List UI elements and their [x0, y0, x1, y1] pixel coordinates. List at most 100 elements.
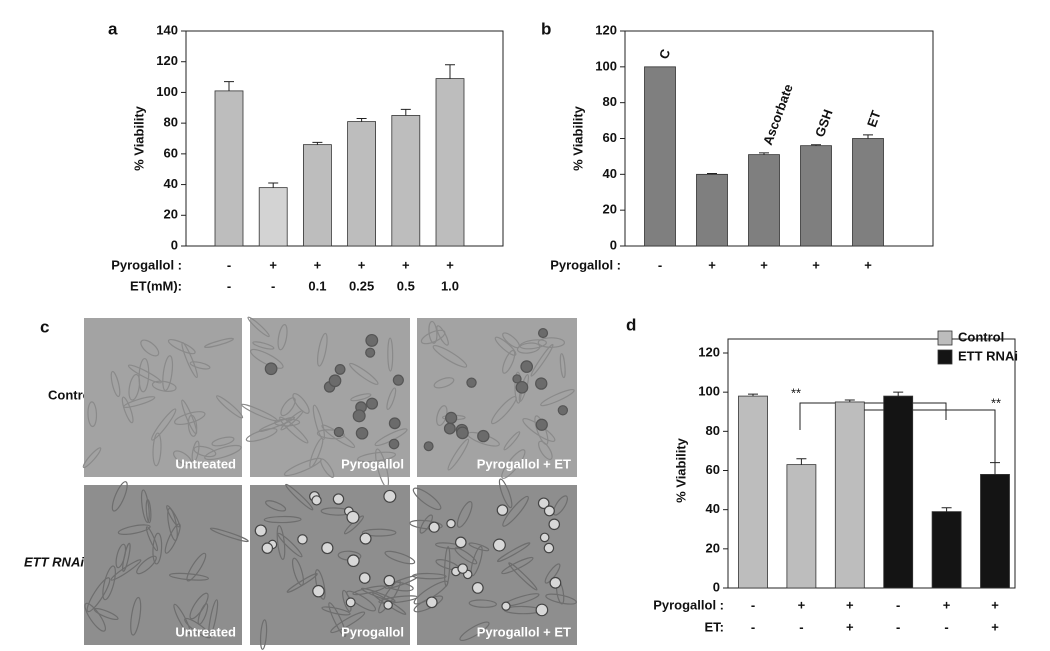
treatment-value: +: [846, 619, 854, 634]
cell: [411, 572, 447, 580]
cell: [384, 550, 416, 565]
cell: [292, 393, 310, 414]
rounded-cell: [297, 534, 308, 545]
bar-label: Ascorbate: [760, 82, 796, 147]
treatment-value: 0.1: [308, 278, 326, 293]
cell: [277, 324, 288, 351]
cell: [152, 432, 162, 467]
treatment-value: -: [227, 278, 231, 293]
rounded-cell: [355, 426, 369, 440]
treatment-value: -: [227, 257, 231, 272]
cell: [320, 458, 335, 478]
rounded-cell: [254, 524, 267, 537]
y-tick-label: 140: [156, 22, 178, 37]
cell: [122, 542, 131, 572]
cell: [413, 580, 449, 605]
cell: [544, 563, 561, 584]
cell: [252, 341, 275, 350]
rounded-cell: [501, 601, 511, 611]
plot-frame: [185, 30, 504, 247]
cell: [121, 396, 134, 424]
cell: [130, 596, 142, 636]
rounded-cell: [261, 542, 274, 554]
cell: [501, 449, 526, 479]
cell: [503, 431, 521, 451]
bar: [302, 144, 332, 247]
cell: [191, 440, 200, 463]
cell: [412, 487, 442, 511]
rounded-cell: [321, 541, 334, 555]
micrograph: [250, 485, 410, 645]
cell: [173, 603, 191, 635]
bar-label: C: [656, 47, 674, 62]
y-tick-label: 20: [706, 540, 720, 555]
cell: [173, 411, 206, 426]
bar-label: GSH: [812, 107, 836, 139]
cell: [127, 364, 162, 384]
cell: [102, 565, 116, 601]
panel-letter: c: [40, 317, 49, 336]
micrograph: [250, 318, 410, 477]
error-bar: [400, 108, 411, 116]
rounded-cell: [446, 518, 456, 529]
treatment-value: +: [314, 257, 322, 272]
error-bar: [356, 118, 367, 122]
rounded-cell: [445, 411, 458, 424]
cell: [330, 611, 366, 634]
cell: [138, 357, 150, 393]
cell: [545, 593, 577, 605]
rounded-cell: [492, 538, 506, 552]
annotation: **: [991, 395, 1001, 410]
rounded-cell: [466, 377, 477, 388]
treatment-value: +: [708, 257, 716, 272]
cell: [316, 429, 346, 440]
bar: [696, 173, 728, 247]
cell: [204, 337, 234, 348]
y-tick-label: 60: [603, 130, 617, 145]
rounded-cell: [457, 563, 469, 574]
cell: [152, 532, 163, 565]
bar: [644, 66, 676, 247]
rounded-cell: [512, 374, 522, 384]
panel-letter: d: [626, 315, 636, 334]
cell: [208, 599, 219, 637]
treatment-value: +: [943, 597, 951, 612]
cell: [496, 542, 531, 563]
cell: [145, 526, 159, 552]
cell: [263, 515, 302, 524]
rounded-cell: [557, 405, 569, 416]
cell: [128, 373, 141, 401]
cell: [204, 444, 242, 461]
micrograph: [84, 318, 242, 477]
rounded-cell: [366, 397, 379, 410]
bracket: [799, 402, 947, 430]
y-tick-label: 20: [603, 202, 617, 217]
rounded-cell: [311, 495, 322, 506]
treatment-value: +: [846, 597, 854, 612]
bracket: [848, 409, 996, 497]
rounded-cell: [365, 347, 376, 358]
y-tick-label: 80: [706, 423, 720, 438]
error-bar: [268, 182, 279, 188]
rounded-cell: [328, 374, 342, 388]
cell: [501, 556, 534, 575]
rounded-cell: [543, 542, 555, 554]
cell: [285, 483, 314, 511]
treatment-value: 1.0: [441, 278, 459, 293]
y-tick-label: 100: [698, 384, 720, 399]
rounded-cell: [333, 426, 345, 438]
y-tick-label: 20: [164, 207, 178, 222]
cell: [197, 603, 209, 625]
legend-label: Control: [958, 329, 1004, 344]
cell: [151, 380, 177, 392]
rounded-cell: [477, 429, 490, 443]
rounded-cell: [537, 328, 549, 339]
cell: [193, 445, 217, 458]
error-bar: [863, 134, 873, 139]
rounded-cell: [471, 581, 484, 594]
error-bar: [224, 81, 234, 91]
error-bar: [941, 507, 952, 512]
cell: [346, 590, 377, 612]
error-bar: [990, 462, 1000, 475]
cell: [436, 325, 449, 346]
